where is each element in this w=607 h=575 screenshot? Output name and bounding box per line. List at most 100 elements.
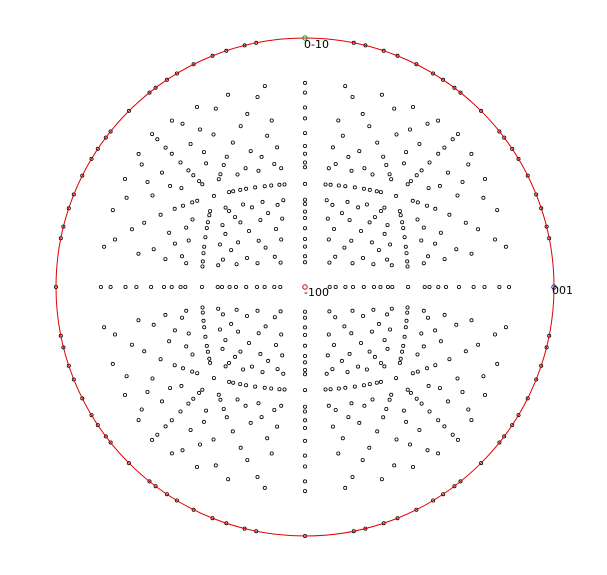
pole-point[interactable] (172, 363, 177, 368)
pole-point[interactable] (437, 386, 442, 391)
pole-point[interactable] (408, 390, 413, 395)
pole-point[interactable] (259, 154, 264, 159)
pole-point[interactable] (273, 226, 278, 231)
pole-point[interactable] (211, 132, 216, 137)
pole-point[interactable] (235, 397, 240, 402)
pole-point[interactable] (216, 177, 221, 182)
pole-point[interactable] (333, 315, 338, 320)
pole-point[interactable] (153, 85, 158, 90)
pole-point[interactable] (327, 284, 332, 289)
pole-point[interactable] (436, 284, 441, 289)
pole-point[interactable] (71, 192, 76, 197)
pole-point[interactable] (89, 413, 94, 418)
pole-point[interactable] (302, 226, 307, 231)
pole-point[interactable] (503, 325, 508, 330)
pole-point[interactable] (203, 235, 208, 240)
pole-point[interactable] (229, 321, 234, 326)
pole-point[interactable] (424, 203, 429, 208)
pole-point[interactable] (302, 215, 307, 220)
pole-point[interactable] (405, 264, 410, 269)
pole-point[interactable] (151, 322, 156, 327)
pole-point[interactable] (203, 334, 208, 339)
pole-point[interactable] (364, 202, 369, 207)
pole-point[interactable] (367, 124, 372, 129)
pole-point[interactable] (226, 360, 231, 365)
pole-point[interactable] (441, 492, 446, 497)
pole-point[interactable] (200, 182, 205, 187)
pole-point[interactable] (169, 118, 174, 123)
pole-point[interactable] (367, 382, 372, 387)
pole-point[interactable] (367, 220, 372, 225)
pole-point[interactable] (385, 257, 390, 262)
pole-point[interactable] (331, 226, 336, 231)
pole-point[interactable] (367, 349, 372, 354)
pole-point[interactable] (350, 474, 355, 479)
pole-point[interactable] (266, 211, 271, 216)
pole-point[interactable] (302, 260, 307, 265)
pole-point[interactable] (426, 383, 431, 388)
pole-point[interactable] (481, 374, 486, 379)
pole-point[interactable] (367, 445, 372, 450)
pole-point[interactable] (379, 92, 384, 97)
pole-point[interactable] (333, 254, 338, 259)
pole-point[interactable] (525, 396, 530, 401)
pole-point[interactable] (89, 156, 94, 161)
pole-point[interactable] (262, 284, 267, 289)
pole-point[interactable] (249, 364, 254, 369)
pole-point[interactable] (507, 284, 512, 289)
pole-point[interactable] (349, 401, 354, 406)
pole-point[interactable] (129, 342, 134, 347)
pole-point[interactable] (441, 77, 446, 82)
pole-point[interactable] (178, 160, 183, 165)
pole-point[interactable] (433, 328, 438, 333)
pole-point[interactable] (427, 409, 432, 414)
pole-point[interactable] (113, 332, 118, 337)
pole-point[interactable] (139, 407, 144, 412)
pole-point[interactable] (374, 380, 379, 385)
pole-point[interactable] (158, 357, 163, 362)
pole-point[interactable] (436, 151, 441, 156)
pole-point[interactable] (415, 369, 420, 374)
pole-point[interactable] (215, 284, 220, 289)
pole-point[interactable] (145, 389, 150, 394)
pole-point[interactable] (246, 340, 251, 345)
pole-point[interactable] (216, 306, 221, 311)
pole-point[interactable] (325, 353, 330, 358)
pole-point[interactable] (455, 437, 460, 442)
pole-point[interactable] (169, 451, 174, 456)
pole-point[interactable] (390, 284, 395, 289)
pole-point[interactable] (510, 423, 515, 428)
pole-point[interactable] (179, 186, 184, 191)
pole-point[interactable] (150, 437, 155, 442)
pole-point[interactable] (357, 420, 362, 425)
pole-point[interactable] (336, 451, 341, 456)
pole-point[interactable] (272, 161, 277, 166)
pole-point[interactable] (455, 132, 460, 137)
pole-point[interactable] (253, 384, 258, 389)
pole-point[interactable] (425, 254, 430, 259)
pole-point[interactable] (419, 238, 424, 243)
pole-point[interactable] (510, 146, 515, 151)
pole-point[interactable] (364, 367, 369, 372)
pole-point[interactable] (389, 392, 394, 397)
pole-point[interactable] (278, 284, 283, 289)
pole-point[interactable] (245, 111, 250, 116)
pole-point[interactable] (163, 145, 168, 150)
pole-point[interactable] (333, 407, 338, 412)
pole-point[interactable] (410, 198, 415, 203)
pole-point[interactable] (102, 325, 107, 330)
pole-point[interactable] (404, 318, 409, 323)
pole-point[interactable] (179, 383, 184, 388)
pole-point[interactable] (302, 165, 307, 170)
pole-point[interactable] (389, 306, 394, 311)
pole-point[interactable] (327, 260, 332, 265)
pole-point[interactable] (378, 284, 383, 289)
pole-point[interactable] (387, 397, 392, 402)
pole-point[interactable] (149, 284, 154, 289)
pole-point[interactable] (360, 111, 365, 116)
pole-point[interactable] (269, 183, 274, 188)
pole-point[interactable] (234, 262, 239, 267)
pole-001-marker[interactable] (551, 284, 557, 290)
pole-point[interactable] (218, 172, 223, 177)
pole-point[interactable] (395, 53, 400, 58)
